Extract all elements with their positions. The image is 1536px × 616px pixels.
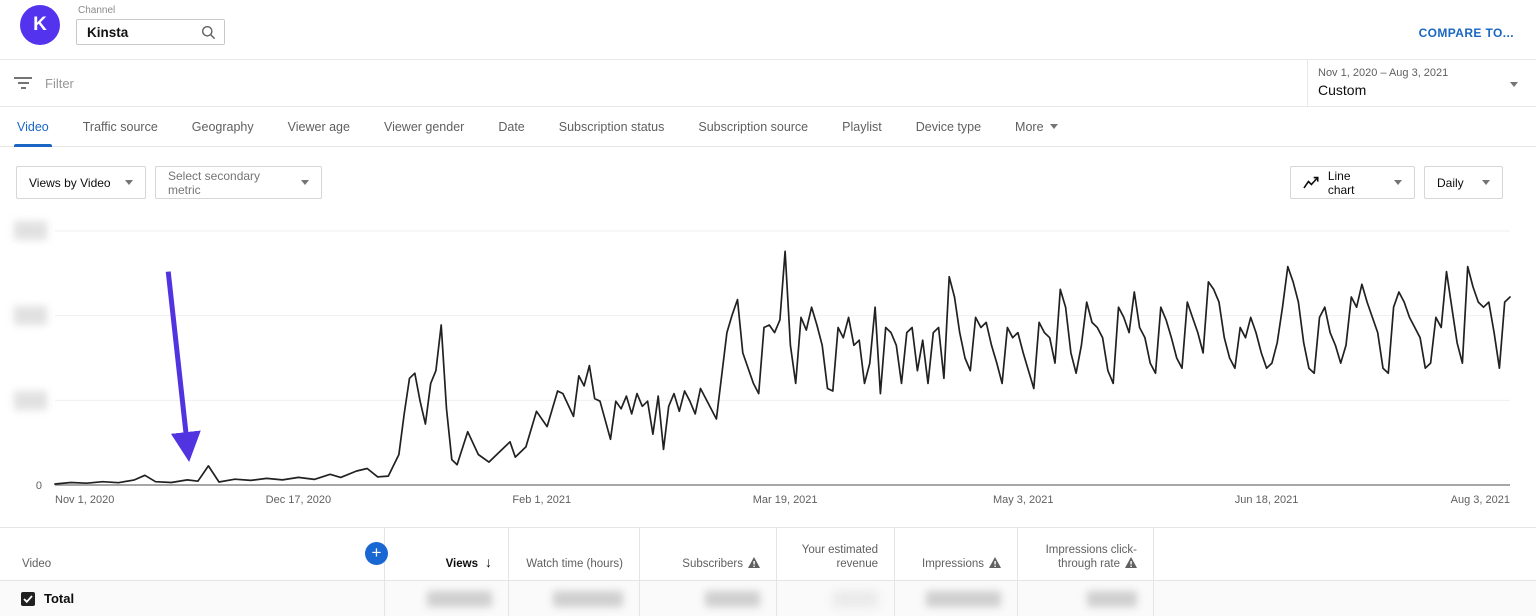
date-preset-text: Custom [1318,82,1367,98]
search-icon [202,25,216,39]
column-header-watch-time-hours-[interactable]: Watch time (hours) [509,528,640,581]
check-icon [23,594,33,603]
tab-label: More [1015,120,1044,134]
total-row-value-redacted [1018,581,1154,616]
column-header-label: Watch time (hours) [526,558,623,570]
header-filler [1154,528,1536,581]
granularity-label: Daily [1437,175,1464,190]
chevron-down-icon [301,180,309,185]
tab-subscription-status[interactable]: Subscription status [542,107,682,147]
tab-label: Device type [915,120,982,134]
tab-label: Date [498,120,525,134]
line-chart-icon [1303,176,1319,188]
tab-playlist[interactable]: Playlist [825,107,899,147]
primary-metric-label: Views by Video [29,175,111,190]
tab-viewer-age[interactable]: Viewer age [271,107,367,147]
divider [1307,60,1308,107]
column-header-label: Views [445,558,478,570]
column-header-label: Your estimated revenue [801,544,878,570]
x-axis-tick: Mar 19, 2021 [753,494,818,506]
total-row-value-redacted [640,581,777,616]
date-range-selector[interactable]: Nov 1, 2020 – Aug 3, 2021 Custom [1308,60,1536,107]
column-header-video[interactable]: Video [0,528,385,581]
tab-date[interactable]: Date [481,107,541,147]
add-metric-column-button[interactable]: + [365,542,388,565]
tab-label: Subscription source [698,120,809,134]
tab-label: Viewer gender [383,120,465,134]
x-axis-tick: Dec 17, 2020 [266,494,331,506]
chart-type-label: Line chart [1327,168,1355,197]
total-row[interactable]: Total [0,581,385,616]
channel-search-input[interactable] [87,24,201,40]
total-row-value-redacted [777,581,895,616]
chevron-down-icon [1049,124,1058,129]
tab-label: Geography [191,120,254,134]
column-header-views[interactable]: Views ↓ [385,528,509,581]
total-row-label: Total [44,591,75,606]
tab-label: Video [17,120,49,134]
views-line-chart[interactable]: 0 Nov 1, 2020 Dec 17, 2020 Feb 1, 2021 Mar 1… [0,205,1536,515]
svg-text:0: 0 [36,480,42,492]
column-header-label: Impressions [922,558,984,570]
views-series-line [54,250,1511,485]
row-filler [1154,581,1536,616]
y-axis-label-redacted [14,306,47,325]
total-row-value-redacted [895,581,1018,616]
secondary-metric-label: Select secondary metric [168,168,261,197]
chevron-down-icon [1510,82,1518,87]
tab-viewer-gender[interactable]: Viewer gender [367,107,481,147]
warning-icon [1125,557,1137,568]
chevron-down-icon [1394,180,1402,185]
tab-label: Playlist [842,120,882,134]
warning-icon [989,557,1001,568]
date-range-text: Nov 1, 2020 – Aug 3, 2021 [1318,67,1449,79]
channel-search-box[interactable] [76,19,225,45]
warning-icon [748,557,760,568]
annotation-arrow [165,271,201,462]
column-header-label: Subscribers [682,558,743,570]
tab-subscription-source[interactable]: Subscription source [681,107,825,147]
tab-geography[interactable]: Geography [175,107,271,147]
x-axis-tick: Feb 1, 2021 [512,494,571,506]
tab-label: Viewer age [287,120,350,134]
filter-icon [14,77,32,92]
filter-bar [0,60,1536,107]
granularity-dropdown[interactable]: Daily [1424,166,1503,199]
video-metrics-table: Video Views ↓ Watch time (hours) Subscribers… [0,527,1536,616]
row-checkbox[interactable] [21,591,35,606]
sort-desc-icon: ↓ [485,554,492,570]
x-axis-tick: Jun 18, 2021 [1235,494,1299,506]
filter-placeholder[interactable]: Filter [45,76,74,91]
analytics-tabs: Video Traffic source Geography Viewer age Vi… [0,107,1536,147]
channel-avatar[interactable]: K [20,5,60,45]
column-header-label: Video [22,558,52,570]
chart-type-dropdown[interactable]: Line chart [1290,166,1415,199]
total-row-value-redacted [509,581,640,616]
column-header-label: Impressions click-through rate [1045,544,1137,570]
tab-traffic-source[interactable]: Traffic source [66,107,175,147]
y-axis-label-redacted [14,221,47,240]
tab-video[interactable]: Video [0,107,66,147]
primary-metric-dropdown[interactable]: Views by Video [16,166,146,199]
tab-more[interactable]: More [998,107,1074,147]
column-header-impressions-click-through-rate[interactable]: Impressions click-through rate [1018,528,1154,581]
tab-label: Traffic source [82,120,158,134]
secondary-metric-dropdown[interactable]: Select secondary metric [155,166,322,199]
tab-label: Subscription status [558,120,665,134]
column-header-impressions[interactable]: Impressions [895,528,1018,581]
chevron-down-icon [1482,180,1490,185]
chevron-down-icon [125,180,133,185]
column-header-subscribers[interactable]: Subscribers [640,528,777,581]
column-header-your-estimated-revenue[interactable]: Your estimated revenue [777,528,895,581]
compare-to-link[interactable]: COMPARE TO... [1418,26,1514,40]
x-axis-tick: Nov 1, 2020 [55,494,114,506]
y-axis-label-redacted [14,391,47,410]
tab-device-type[interactable]: Device type [899,107,998,147]
x-axis-tick: May 3, 2021 [993,494,1054,506]
top-bar: K Channel COMPARE TO... [0,0,1536,60]
total-row-value-redacted [385,581,509,616]
x-axis-tick: Aug 3, 2021 [1451,494,1510,506]
channel-field-label: Channel [78,5,116,16]
